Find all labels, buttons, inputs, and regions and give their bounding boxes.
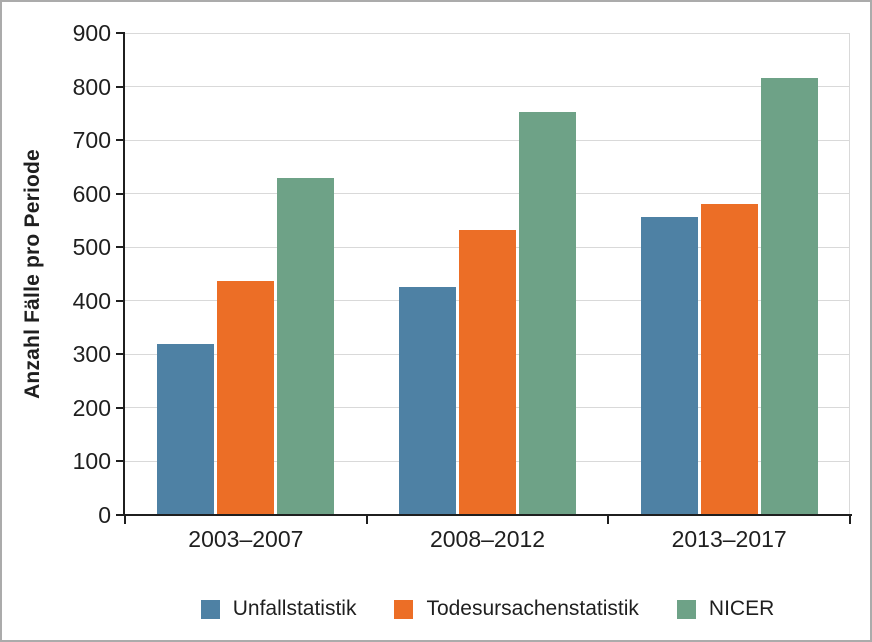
x-tick-0 [124,515,126,524]
y-tick-800 [116,85,125,88]
y-tick-label-600: 600 [72,180,111,207]
y-tick-300 [116,353,125,356]
x-category-label-2003-2007: 2003–2007 [188,526,304,552]
legend-swatch-unfallstatistik [200,599,220,619]
y-tick-900 [116,32,125,34]
bar-todesursachenstatistik-2013-2017 [700,204,758,515]
gridline-800 [125,86,850,88]
bar-nicer-2013-2017 [760,77,818,515]
legend: Unfallstatistik Todesursachenstatistik NIC… [125,597,850,621]
legend-label-todesursachenstatistik: Todesursachenstatistik [426,597,639,620]
bar-todesursachenstatistik-2008-2012 [459,229,516,515]
bar-nicer-2008-2012 [519,111,576,515]
legend-swatch-todesursachenstatistik [394,599,414,619]
x-axis-baseline [123,514,852,517]
legend-swatch-nicer [676,599,696,619]
y-tick-label-700: 700 [72,127,111,154]
bar-unfallstatistik-2013-2017 [640,216,698,515]
y-tick-label-300: 300 [72,341,111,368]
x-category-label-2013-2017: 2013–2017 [671,526,787,552]
y-tick-label-200: 200 [72,394,111,421]
y-tick-label-800: 800 [72,73,111,100]
x-category-label-2008-2012: 2008–2012 [429,526,546,552]
bar-unfallstatistik-2003-2007 [157,343,215,515]
y-tick-label-500: 500 [72,234,111,261]
y-tick-600 [116,192,125,195]
gridline-900 [125,32,850,34]
y-tick-200 [116,406,125,409]
legend-item-todesursachenstatistik: Todesursachenstatistik [394,597,639,620]
x-tick-1 [365,515,368,524]
y-axis-spine [123,33,125,515]
y-tick-label-100: 100 [72,448,111,475]
y-tick-label-900: 900 [72,20,111,46]
bar-unfallstatistik-2008-2012 [399,287,456,515]
y-tick-700 [116,139,125,142]
legend-label-nicer: NICER [708,597,775,620]
gridline-600 [125,193,850,195]
bar-nicer-2003-2007 [277,178,335,515]
y-tick-label-0: 0 [98,502,111,528]
y-tick-100 [116,460,125,463]
bar-todesursachenstatistik-2003-2007 [217,281,275,515]
legend-item-unfallstatistik: Unfallstatistik [200,597,357,620]
x-tick-3 [849,515,851,524]
legend-label-unfallstatistik: Unfallstatistik [232,597,357,620]
x-tick-2 [607,515,610,524]
y-tick-500 [116,246,125,249]
gridline-700 [125,139,850,141]
plot-right-edge [849,33,850,515]
y-tick-0 [116,514,125,516]
y-tick-400 [116,299,125,302]
y-tick-label-400: 400 [72,287,111,314]
legend-item-nicer: NICER [676,597,775,620]
